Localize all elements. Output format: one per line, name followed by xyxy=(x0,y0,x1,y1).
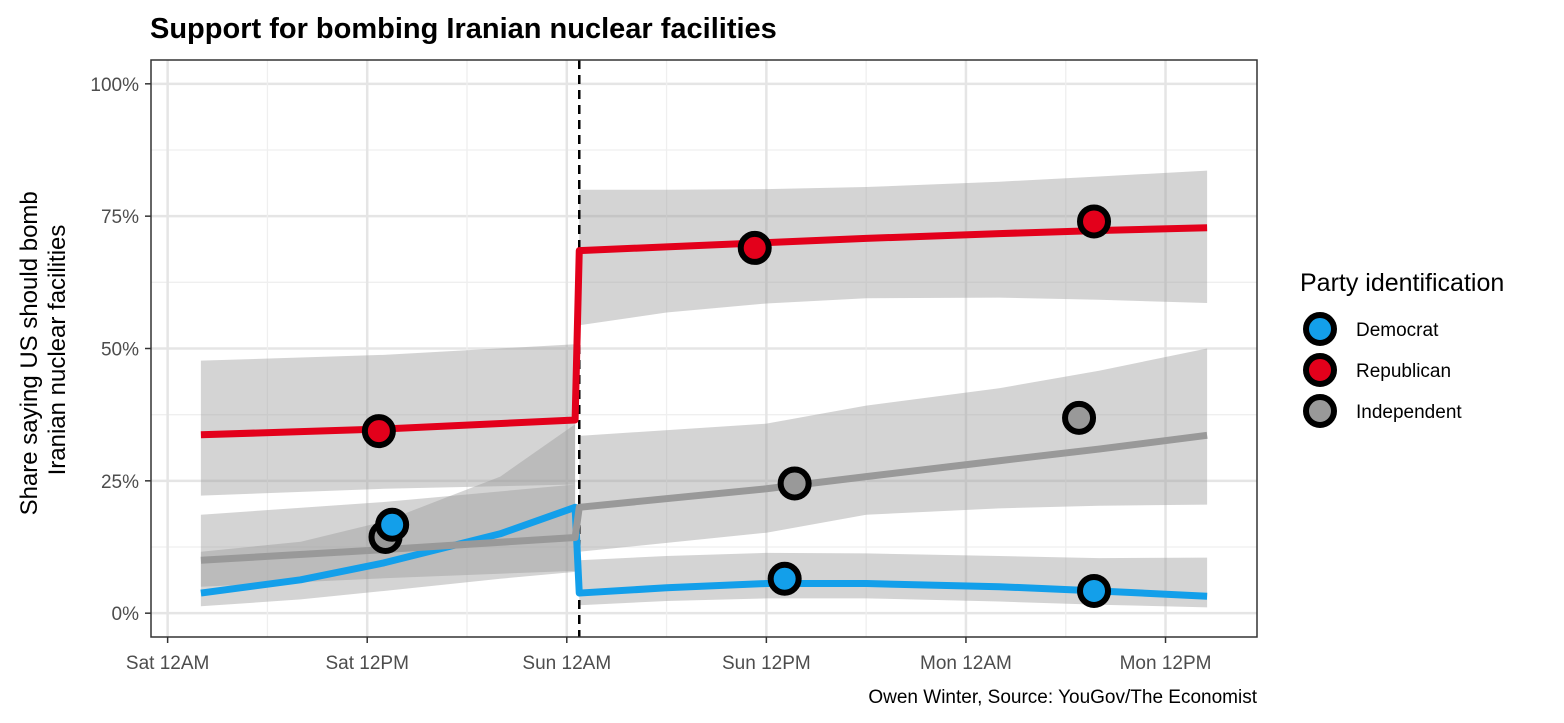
legend-swatch-republican xyxy=(1303,353,1337,387)
x-tick-label: Mon 12AM xyxy=(920,653,1012,674)
y-tick-label: 75% xyxy=(101,207,139,228)
chart-title: Support for bombing Iranian nuclear faci… xyxy=(150,13,777,45)
y-tick-label: 25% xyxy=(101,472,139,493)
legend: Democrat Republican Independent xyxy=(1303,312,1462,428)
line-independent xyxy=(200,431,1208,564)
y-axis-label: Share saying US should bomb Iranian nucl… xyxy=(16,185,71,516)
point-democrat xyxy=(767,561,802,596)
point-independent xyxy=(1062,400,1097,435)
caption: Owen Winter, Source: YouGov/The Economis… xyxy=(868,687,1257,708)
x-tick-label: Sat 12AM xyxy=(126,653,209,674)
ribbon-democrat xyxy=(579,552,1208,608)
line-democrat xyxy=(200,503,1208,600)
y-axis-label-line-1: Share saying US should bomb xyxy=(16,191,43,515)
ribbon-democrat xyxy=(200,424,576,607)
point-republican xyxy=(737,230,772,265)
point-independent xyxy=(777,466,812,501)
point-democrat xyxy=(375,507,410,542)
x-axis: Sat 12AM Sat 12PM Sun 12AM Sun 12PM Mon 12AM… xyxy=(126,637,1212,674)
x-tick-label: Mon 12PM xyxy=(1120,653,1212,674)
legend-swatch-independent xyxy=(1303,394,1337,428)
legend-label-republican: Republican xyxy=(1356,361,1451,382)
x-tick-label: Sat 12PM xyxy=(325,653,408,674)
trend-lines xyxy=(200,224,1208,600)
y-axis: 0% 25% 50% 75% 100% xyxy=(90,75,151,625)
point-republican xyxy=(1077,204,1112,239)
legend-swatch-democrat xyxy=(1303,312,1337,346)
y-axis-label-line-2: Iranian nuclear facilities xyxy=(44,225,71,476)
legend-label-democrat: Democrat xyxy=(1356,320,1439,341)
ribbon-independent xyxy=(579,348,1208,552)
confidence-ribbons xyxy=(200,170,1208,608)
point-democrat xyxy=(1077,573,1112,608)
line-republican xyxy=(200,224,1208,439)
x-tick-label: Sun 12AM xyxy=(522,653,611,674)
ribbon-republican xyxy=(579,170,1208,326)
x-tick-label: Sun 12PM xyxy=(722,653,811,674)
y-tick-label: 0% xyxy=(112,604,140,625)
data-points xyxy=(361,204,1112,608)
legend-label-independent: Independent xyxy=(1356,402,1462,423)
y-tick-label: 50% xyxy=(101,340,139,361)
point-republican xyxy=(361,414,396,449)
y-tick-label: 100% xyxy=(90,75,139,96)
legend-title: Party identification xyxy=(1300,269,1504,297)
